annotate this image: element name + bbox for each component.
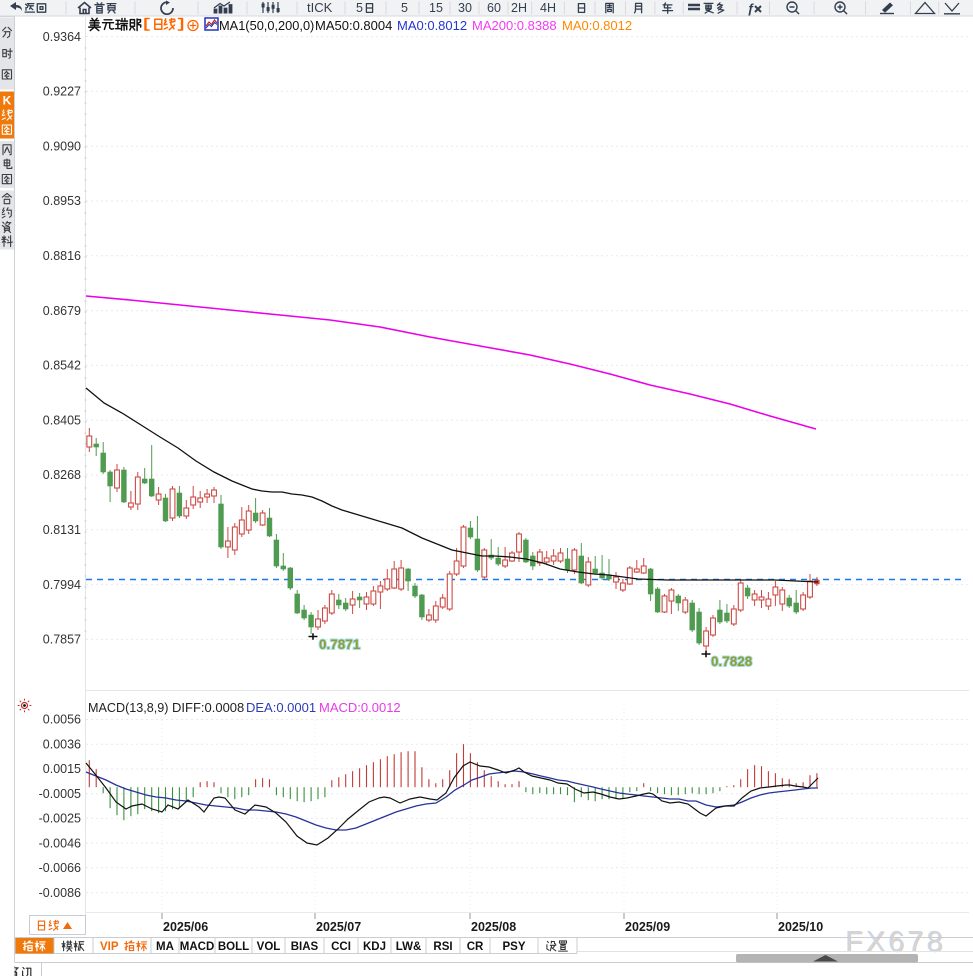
svg-text:5: 5: [401, 1, 408, 15]
svg-text:DIFF:0.0008: DIFF:0.0008: [172, 700, 244, 715]
svg-text:0.8816: 0.8816: [43, 249, 81, 263]
svg-text:0.9227: 0.9227: [43, 85, 81, 99]
svg-text:30: 30: [458, 1, 472, 15]
svg-text:-0.0086: -0.0086: [39, 886, 81, 900]
svg-text:-0.0005: -0.0005: [39, 787, 81, 801]
svg-text:2025/10: 2025/10: [778, 920, 823, 934]
svg-text:MA0:0.8012: MA0:0.8012: [397, 18, 467, 33]
svg-text:0.8131: 0.8131: [43, 523, 81, 537]
svg-text:-0.0025: -0.0025: [39, 812, 81, 826]
svg-text:MA50:0.8004: MA50:0.8004: [315, 18, 392, 33]
svg-text:2025/09: 2025/09: [625, 920, 670, 934]
svg-text:KDJ: KDJ: [363, 941, 386, 953]
svg-text:-0.0046: -0.0046: [39, 836, 81, 850]
svg-text:MA200:0.8388: MA200:0.8388: [472, 18, 557, 33]
svg-text:MACD: MACD: [180, 941, 215, 953]
svg-text:MACD:0.0012: MACD:0.0012: [319, 700, 401, 715]
svg-text:MA0:0.8012: MA0:0.8012: [562, 18, 632, 33]
svg-text:0.7871: 0.7871: [319, 637, 361, 652]
svg-text:2H: 2H: [511, 1, 527, 15]
svg-text:2025/08: 2025/08: [471, 920, 516, 934]
svg-text:tICK: tICK: [307, 0, 333, 15]
svg-text:MA1(50,0,200,0): MA1(50,0,200,0): [219, 18, 314, 33]
svg-text:-0.0066: -0.0066: [39, 861, 81, 875]
svg-text:RSI: RSI: [433, 941, 452, 953]
svg-text:CCI: CCI: [331, 941, 351, 953]
svg-text:BIAS: BIAS: [291, 941, 319, 953]
svg-text:ƒ: ƒ: [747, 1, 754, 16]
svg-text:5: 5: [356, 1, 363, 15]
svg-text:VIP: VIP: [100, 941, 119, 953]
svg-text:0.8268: 0.8268: [43, 468, 81, 482]
svg-text:0.8542: 0.8542: [43, 359, 81, 373]
svg-text:60: 60: [487, 1, 501, 15]
svg-text:VOL: VOL: [257, 941, 281, 953]
svg-text:0.8679: 0.8679: [43, 304, 81, 318]
svg-text:0.8953: 0.8953: [43, 194, 81, 208]
svg-text:MACD(13,8,9): MACD(13,8,9): [88, 701, 168, 715]
svg-text:K: K: [3, 94, 12, 108]
svg-text:0.0015: 0.0015: [43, 762, 81, 776]
svg-text:CR: CR: [467, 941, 484, 953]
svg-text:2025/06: 2025/06: [163, 920, 208, 934]
svg-text:2025/07: 2025/07: [316, 920, 361, 934]
svg-text:0.8405: 0.8405: [43, 413, 81, 427]
svg-text:15: 15: [429, 1, 443, 15]
svg-text:0.7828: 0.7828: [711, 654, 753, 669]
svg-text:PSY: PSY: [502, 941, 525, 953]
svg-text:0.9090: 0.9090: [43, 139, 81, 153]
svg-text:FX678: FX678: [845, 926, 945, 958]
svg-text:0.0056: 0.0056: [43, 713, 81, 727]
svg-text:0.7994: 0.7994: [43, 578, 81, 592]
svg-text:0.0036: 0.0036: [43, 737, 81, 751]
svg-text:MA: MA: [156, 941, 174, 953]
svg-text:LW&: LW&: [396, 941, 422, 953]
svg-text:4H: 4H: [540, 1, 556, 15]
svg-text:DEA:0.0001: DEA:0.0001: [246, 700, 316, 715]
svg-text:0.7857: 0.7857: [43, 633, 81, 647]
svg-text:BOLL: BOLL: [218, 941, 249, 953]
svg-text:0.9364: 0.9364: [43, 30, 81, 44]
